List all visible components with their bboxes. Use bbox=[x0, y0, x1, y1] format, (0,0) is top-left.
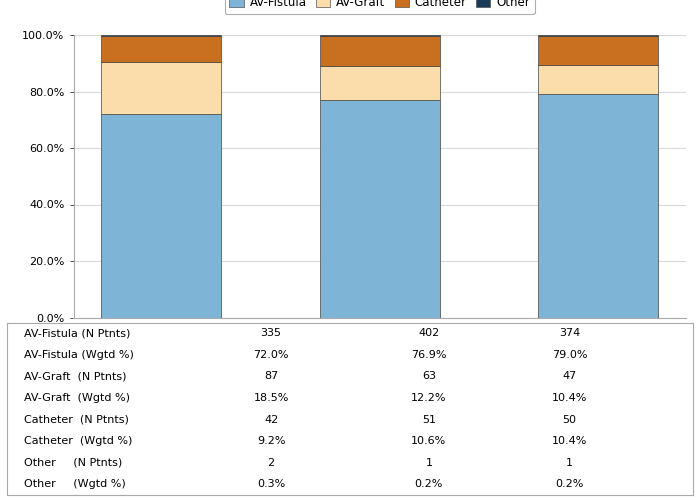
Bar bbox=[538, 94, 658, 318]
Bar bbox=[102, 114, 221, 318]
Bar bbox=[102, 62, 221, 114]
Text: 0.3%: 0.3% bbox=[257, 479, 285, 489]
Text: 12.2%: 12.2% bbox=[411, 393, 447, 403]
Text: 18.5%: 18.5% bbox=[253, 393, 289, 403]
Text: 10.4%: 10.4% bbox=[552, 436, 587, 446]
Text: AV-Graft  (Wgtd %): AV-Graft (Wgtd %) bbox=[24, 393, 130, 403]
Text: 72.0%: 72.0% bbox=[253, 350, 289, 360]
Text: 1: 1 bbox=[426, 458, 433, 468]
Text: 0.2%: 0.2% bbox=[414, 479, 443, 489]
Legend: AV-Fistula, AV-Graft, Catheter, Other: AV-Fistula, AV-Graft, Catheter, Other bbox=[225, 0, 535, 14]
Text: AV-Fistula (N Ptnts): AV-Fistula (N Ptnts) bbox=[24, 328, 130, 338]
Text: Catheter  (Wgtd %): Catheter (Wgtd %) bbox=[24, 436, 132, 446]
Text: 0.2%: 0.2% bbox=[555, 479, 584, 489]
Text: 10.6%: 10.6% bbox=[412, 436, 447, 446]
Text: 2: 2 bbox=[267, 458, 274, 468]
Text: Other     (Wgtd %): Other (Wgtd %) bbox=[24, 479, 126, 489]
Bar bbox=[538, 65, 658, 94]
Text: 402: 402 bbox=[419, 328, 440, 338]
Bar bbox=[320, 36, 440, 66]
Text: 76.9%: 76.9% bbox=[411, 350, 447, 360]
Bar bbox=[538, 36, 658, 65]
Text: 374: 374 bbox=[559, 328, 580, 338]
Text: Catheter  (N Ptnts): Catheter (N Ptnts) bbox=[24, 414, 129, 424]
Text: 47: 47 bbox=[562, 372, 577, 382]
Text: 87: 87 bbox=[264, 372, 278, 382]
Text: 51: 51 bbox=[422, 414, 436, 424]
Text: Other     (N Ptnts): Other (N Ptnts) bbox=[24, 458, 122, 468]
Bar bbox=[320, 66, 440, 100]
Bar bbox=[102, 35, 221, 36]
Text: 335: 335 bbox=[260, 328, 281, 338]
Bar bbox=[320, 100, 440, 318]
Bar bbox=[102, 36, 221, 62]
Text: 79.0%: 79.0% bbox=[552, 350, 587, 360]
Text: 1: 1 bbox=[566, 458, 573, 468]
Text: 42: 42 bbox=[264, 414, 278, 424]
Text: AV-Fistula (Wgtd %): AV-Fistula (Wgtd %) bbox=[24, 350, 134, 360]
Text: 10.4%: 10.4% bbox=[552, 393, 587, 403]
Text: 63: 63 bbox=[422, 372, 436, 382]
Text: 50: 50 bbox=[563, 414, 577, 424]
Text: AV-Graft  (N Ptnts): AV-Graft (N Ptnts) bbox=[24, 372, 127, 382]
Text: 9.2%: 9.2% bbox=[257, 436, 286, 446]
